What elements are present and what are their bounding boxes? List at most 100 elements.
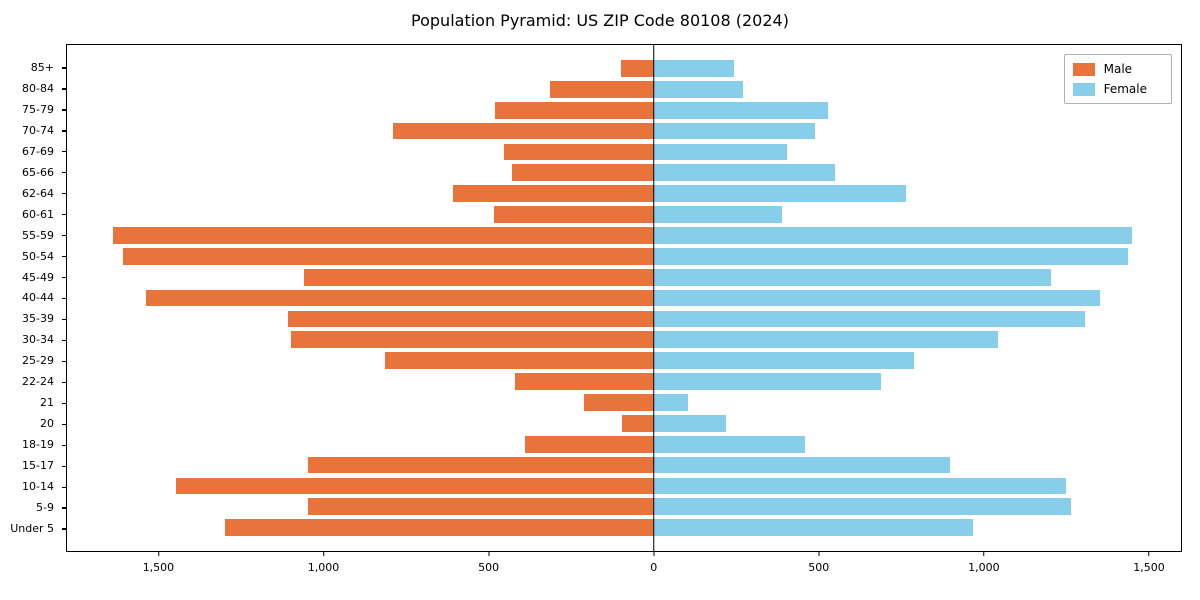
y-tick-mark [62, 256, 66, 258]
female-bar-Under 5 [653, 519, 974, 537]
x-axis-ticks: 1,500 1,000 500 0 500 1,000 1,500 [66, 552, 1182, 586]
female-bar-70-74 [653, 122, 816, 140]
male-bar-40-44 [146, 289, 654, 307]
y-tick-label: 5-9 [36, 500, 54, 514]
bar-rows [67, 45, 1181, 551]
x-tick-mark [1148, 552, 1150, 556]
y-tick-65-66: 65-66 [0, 162, 66, 183]
y-tick-85+: 85+ [0, 57, 66, 78]
y-tick-label: 10-14 [22, 480, 54, 494]
male-bar-80-84 [549, 80, 654, 98]
bar-row-67-69 [67, 142, 1181, 163]
male-bar-85+ [620, 60, 654, 77]
y-tick-mark [62, 381, 66, 383]
bar-row-20 [67, 413, 1181, 434]
y-tick-80-84: 80-84 [0, 78, 66, 99]
female-bar-62-64 [653, 185, 906, 203]
legend-swatch-female [1072, 82, 1095, 96]
y-tick-mark [62, 172, 66, 174]
male-bar-75-79 [495, 101, 654, 119]
female-bar-67-69 [653, 143, 788, 161]
legend-swatch-male [1072, 62, 1095, 76]
x-tick-label: 500 [808, 561, 830, 574]
male-bar-25-29 [385, 352, 654, 370]
y-tick-mark [62, 277, 66, 279]
bar-row-70-74 [67, 121, 1181, 142]
legend-entry-female: Female [1072, 82, 1147, 96]
y-tick-mark [62, 88, 66, 90]
female-bar-45-49 [653, 268, 1051, 286]
bar-row-75-79 [67, 100, 1181, 121]
y-tick-mark [62, 297, 66, 300]
y-tick-75-79: 75-79 [0, 99, 66, 120]
y-tick-mark [62, 360, 66, 362]
x-tick-500: 500 [808, 552, 829, 574]
male-bar-Under 5 [225, 519, 654, 537]
male-bar-5-9 [307, 498, 654, 516]
x-tick-mark [157, 552, 160, 556]
y-tick-mark [62, 339, 66, 342]
male-bar-60-61 [493, 206, 654, 223]
female-bar-40-44 [653, 289, 1101, 307]
y-tick-50-54: 50-54 [0, 246, 66, 267]
bar-row-18-19 [67, 434, 1181, 455]
bar-row-65-66 [67, 162, 1181, 183]
y-tick-mark [62, 486, 66, 488]
y-tick-label: 25-29 [22, 354, 54, 368]
x-tick-label: 1,500 [142, 561, 175, 574]
male-bar-50-54 [123, 247, 654, 265]
y-tick-label: 60-61 [22, 207, 54, 221]
male-bar-15-17 [307, 456, 654, 474]
female-bar-60-61 [653, 206, 783, 223]
y-tick-mark [62, 235, 66, 237]
y-tick-10-14: 10-14 [0, 476, 66, 497]
y-tick-mark [62, 214, 66, 216]
bar-row-62-64 [67, 183, 1181, 204]
y-tick-label: 80-84 [22, 81, 54, 95]
female-bar-30-34 [653, 331, 999, 349]
x-tick-mark [983, 552, 985, 556]
y-tick-62-64: 62-64 [0, 183, 66, 204]
bar-row-45-49 [67, 267, 1181, 288]
legend-label-female: Female [1103, 82, 1147, 96]
x-tick-1,000: 1,000 [308, 552, 339, 574]
female-bar-21 [653, 394, 689, 411]
y-tick-60-61: 60-61 [0, 204, 66, 225]
bar-row-60-61 [67, 204, 1181, 225]
y-tick-45-49: 45-49 [0, 267, 66, 288]
bar-row-35-39 [67, 309, 1181, 330]
y-tick-label: 45-49 [22, 270, 54, 284]
bar-row-15-17 [67, 455, 1181, 476]
bar-row-55-59 [67, 225, 1181, 246]
y-tick-mark [62, 507, 66, 509]
y-tick-label: 35-39 [22, 312, 54, 326]
y-tick-21: 21 [0, 392, 66, 413]
y-tick-18-19: 18-19 [0, 434, 66, 455]
legend-entries: Male Female [1072, 62, 1147, 96]
y-tick-mark [62, 67, 66, 69]
male-bar-10-14 [175, 477, 654, 495]
female-bar-25-29 [653, 352, 915, 370]
chart-title: Population Pyramid: US ZIP Code 80108 (2… [411, 11, 789, 30]
y-tick-mark [62, 318, 66, 321]
male-bar-20 [622, 414, 654, 432]
y-tick-5-9: 5-9 [0, 497, 66, 518]
y-tick-label: 65-66 [22, 165, 54, 179]
y-tick-label: 22-24 [22, 375, 54, 389]
female-bar-10-14 [653, 477, 1066, 495]
bar-row-10-14 [67, 476, 1181, 497]
male-bar-55-59 [113, 227, 654, 244]
y-tick-label: 18-19 [22, 438, 54, 452]
x-tick-label: 500 [478, 561, 500, 574]
male-bar-70-74 [393, 122, 654, 140]
y-tick-label: 30-34 [22, 333, 54, 347]
y-tick-label: 62-64 [22, 186, 54, 200]
y-tick-mark [62, 528, 66, 530]
y-tick-22-24: 22-24 [0, 371, 66, 392]
bar-row-40-44 [67, 288, 1181, 309]
y-tick-label: 40-44 [22, 291, 54, 305]
y-tick-label: 50-54 [22, 249, 54, 263]
legend: Male Female [1063, 54, 1172, 104]
bar-row-85+ [67, 58, 1181, 79]
